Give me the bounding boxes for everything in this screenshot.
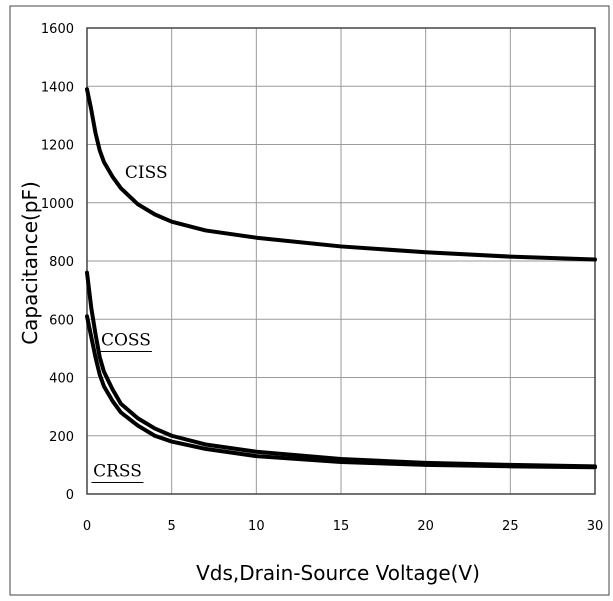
x-tick-label: 5: [168, 519, 176, 534]
series-line-coss: [85, 270, 597, 469]
x-tick-label: 25: [502, 519, 519, 534]
y-tick-label: 1600: [41, 22, 74, 37]
y-tick-label: 400: [49, 372, 74, 387]
x-tick-label: 20: [417, 519, 434, 534]
ticks: 0 200 400 600 800 1000 1200 1400 1600 0 5 10 15 20 25 3…: [41, 22, 603, 534]
plot-area: [85, 87, 597, 470]
y-tick-label: 0: [66, 488, 74, 503]
y-axis-title: Capacitance(pF): [18, 181, 42, 345]
series-labels: CISS COSS CRSS: [91, 163, 168, 484]
y-tick-label: 800: [49, 255, 74, 270]
series-line-crss: [85, 314, 597, 470]
series-label-crss: CRSS: [93, 462, 142, 482]
y-tick-label: 1200: [41, 139, 74, 154]
series-label-coss: COSS: [101, 330, 151, 350]
chart-border: [9, 5, 610, 596]
y-tick-label: 200: [49, 430, 74, 445]
series-line-ciss: [85, 87, 597, 262]
x-tick-label: 10: [248, 519, 265, 534]
y-tick-label: 1000: [41, 197, 74, 212]
x-tick-label: 30: [587, 519, 604, 534]
x-tick-label: 0: [83, 519, 91, 534]
x-tick-label: 15: [333, 519, 350, 534]
y-tick-label: 1400: [41, 80, 74, 95]
series-label-ciss: CISS: [125, 163, 168, 183]
y-tick-label: 600: [49, 313, 74, 328]
x-axis-title: Vds,Drain-Source Voltage(V): [196, 561, 480, 585]
